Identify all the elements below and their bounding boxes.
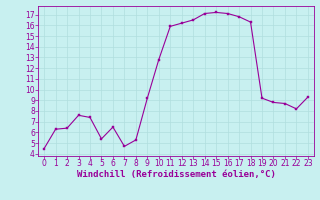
X-axis label: Windchill (Refroidissement éolien,°C): Windchill (Refroidissement éolien,°C) [76,170,276,179]
